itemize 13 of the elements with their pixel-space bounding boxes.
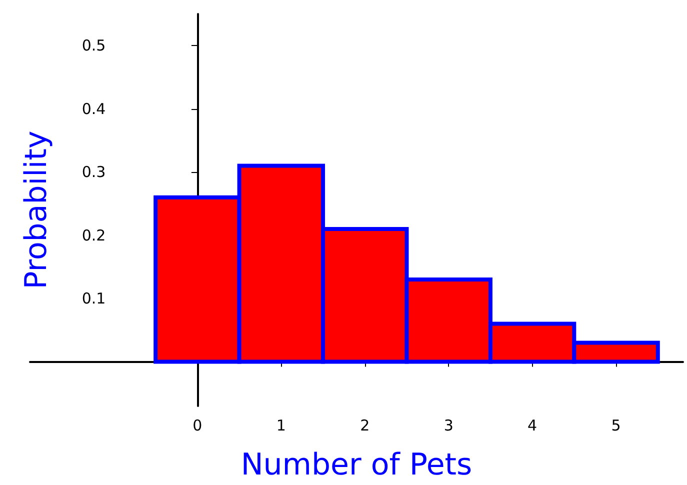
x-tick-label: 2 — [360, 416, 370, 434]
x-tick-label: 5 — [611, 416, 621, 434]
y-tick-label: 0.1 — [82, 290, 106, 308]
x-tick-label: 1 — [276, 416, 286, 434]
x-axis-title: Number of Pets — [240, 448, 472, 482]
y-tick-label: 0.5 — [82, 36, 106, 55]
y-axis-title: Probability — [19, 130, 54, 290]
x-tick-label: 0 — [192, 416, 202, 434]
y-tick-label: 0.4 — [82, 100, 106, 118]
x-tick-label: 4 — [528, 416, 538, 434]
x-tick-label: 3 — [444, 416, 454, 434]
y-tick-label: 0.3 — [82, 163, 106, 182]
y-tick-label: 0.2 — [82, 226, 106, 244]
